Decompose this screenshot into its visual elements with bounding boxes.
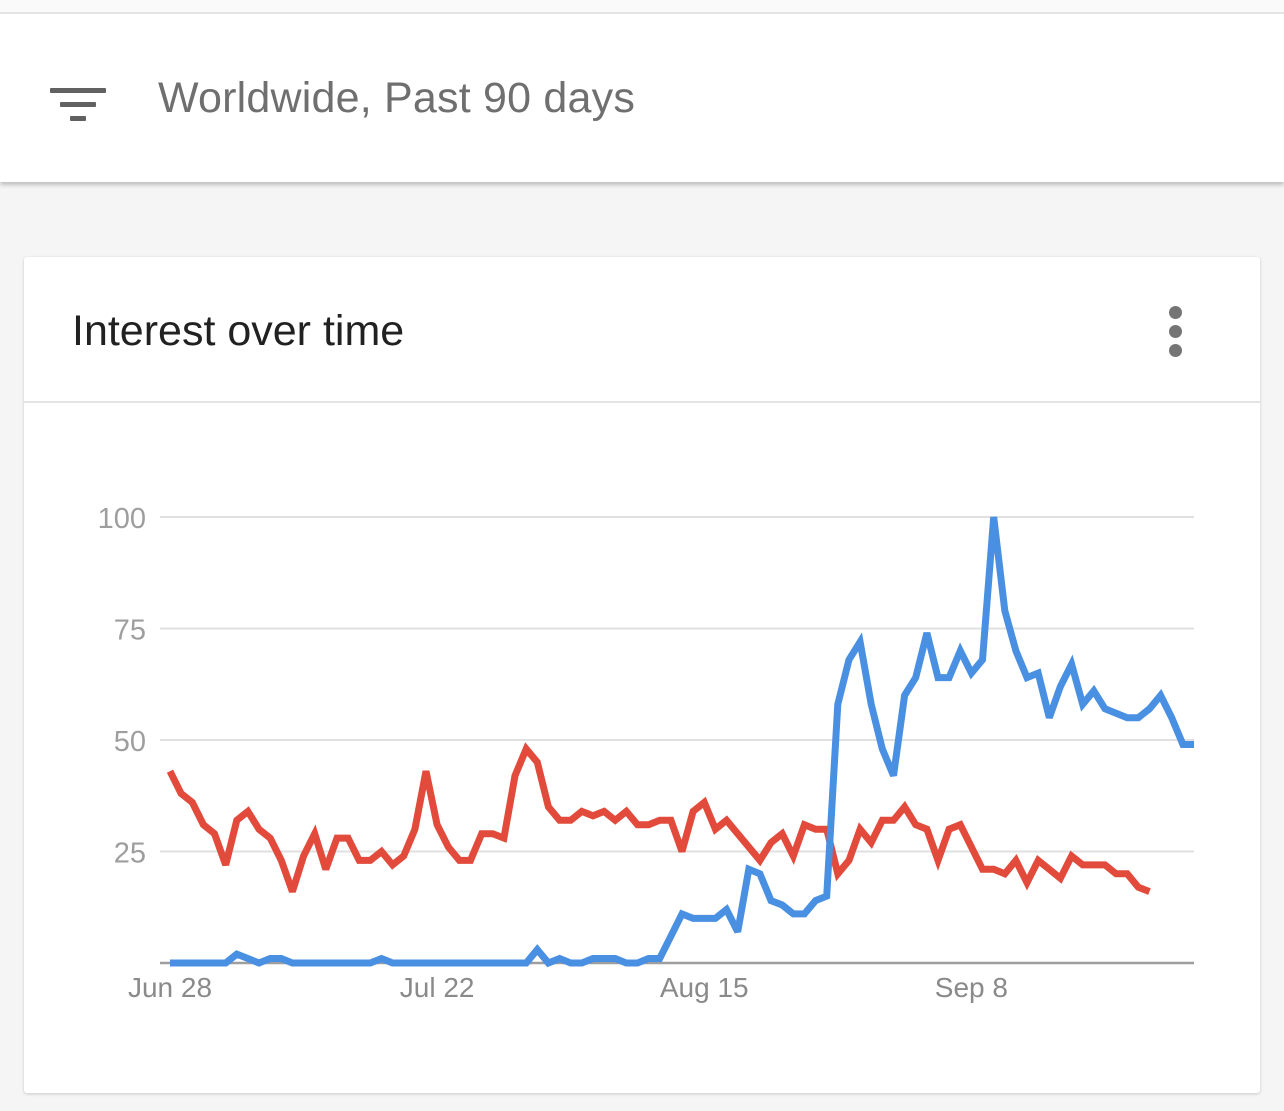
y-tick-label-25: 25: [114, 838, 146, 870]
x-tick-label: Aug 15: [660, 972, 749, 1003]
card-header: Interest over time: [24, 257, 1260, 403]
y-tick-label-50: 50: [114, 726, 146, 758]
more-vert-icon[interactable]: [1164, 302, 1188, 358]
card-title: Interest over time: [72, 307, 405, 355]
y-tick-label-100: 100: [98, 503, 146, 535]
y-tick-label-75: 75: [114, 615, 146, 647]
x-tick-label: Jun 28: [128, 972, 212, 1003]
series-line-blue: [170, 516, 1194, 968]
x-tick-label: Sep 8: [935, 972, 1008, 1003]
series-line-red: [166, 742, 1151, 895]
line-chart: 25 50 75 100 Jun 28 Jul 22 Aug 15 Sep 8: [98, 503, 1194, 1003]
interest-over-time-card: Interest over time 25 50 75 100 Jun 28 Jul 22…: [24, 257, 1260, 1093]
filter-summary[interactable]: Worldwide, Past 90 days: [158, 74, 636, 122]
filter-list-icon[interactable]: [50, 76, 106, 121]
status-strip: [0, 0, 1284, 14]
filter-bar[interactable]: Worldwide, Past 90 days: [0, 14, 1284, 182]
x-tick-label: Jul 22: [400, 972, 475, 1003]
